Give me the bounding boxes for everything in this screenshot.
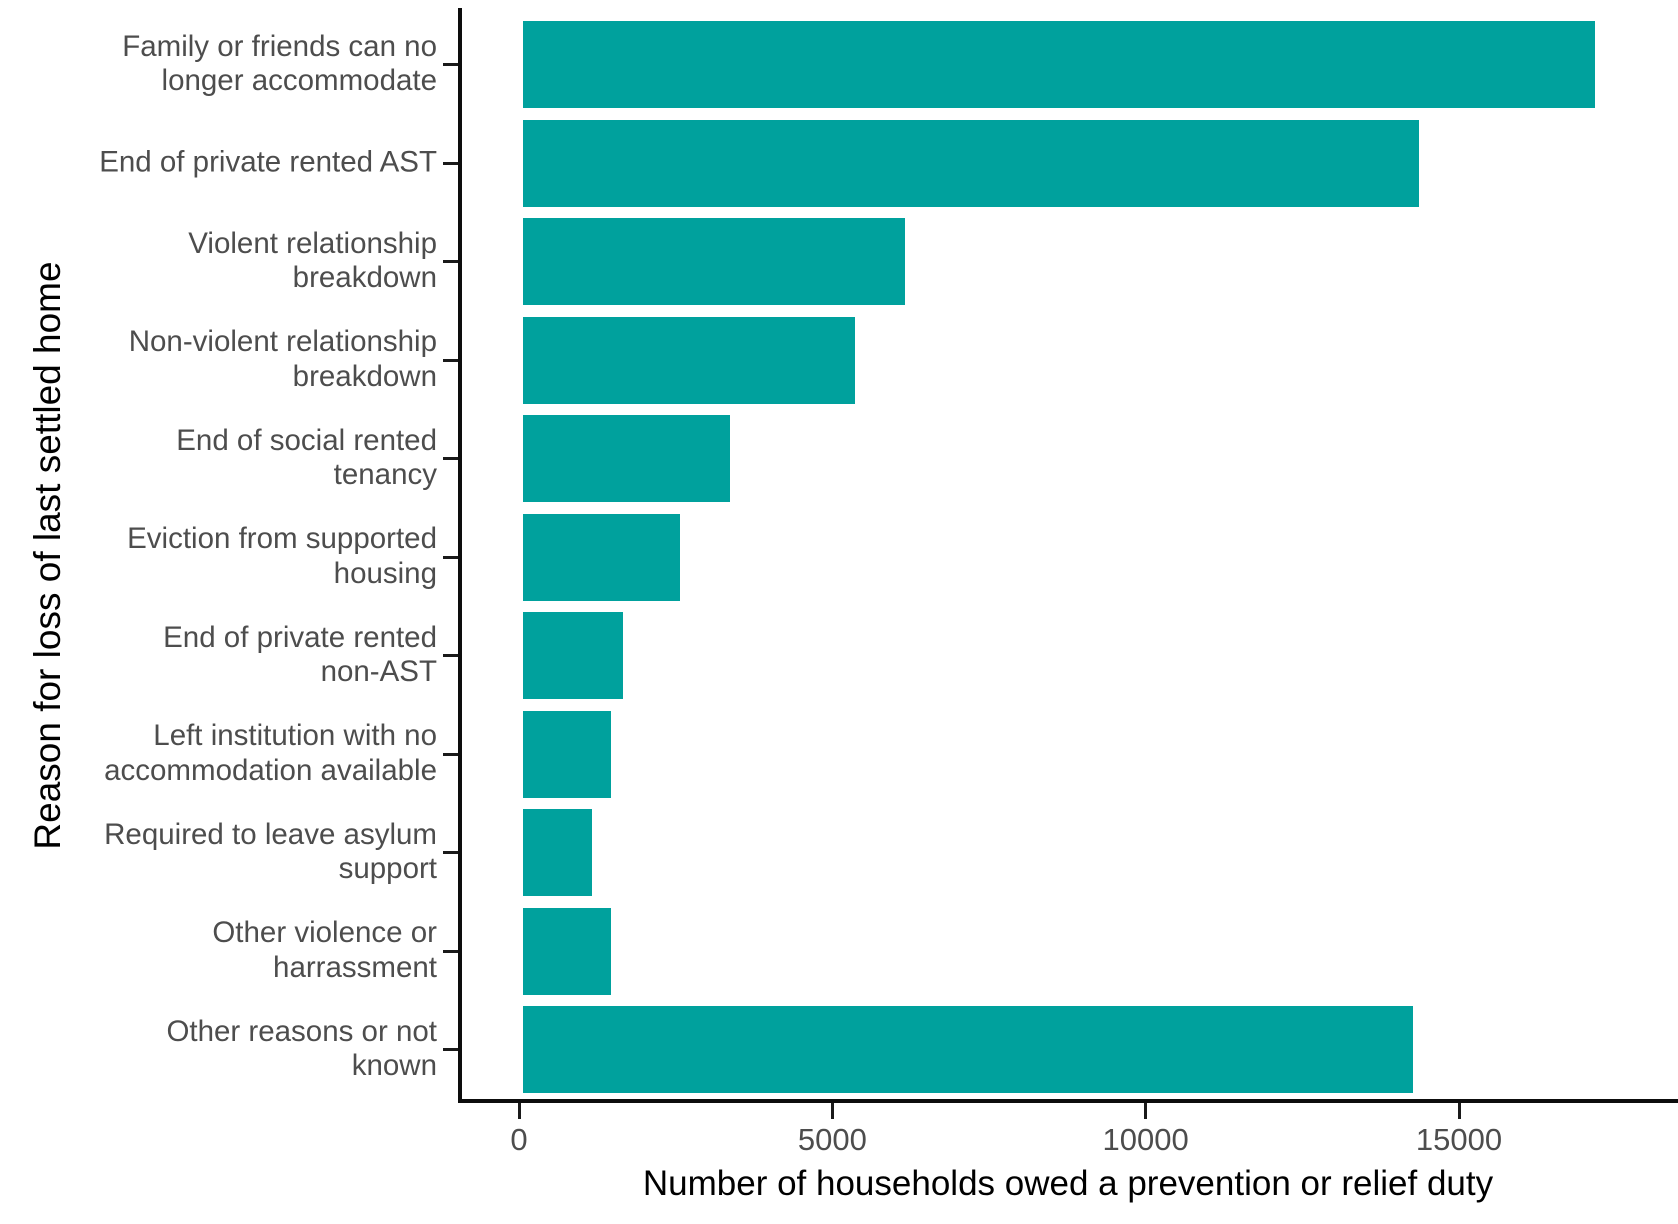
bar-3 [523,316,856,404]
bar-8 [523,809,592,896]
y-axis-tick [443,63,458,66]
y-axis-tick [443,161,458,165]
category-label-3: Non-violent relationship breakdown [128,325,437,393]
y-axis-tick [443,1048,458,1051]
bar-6 [523,612,624,699]
bar-4 [523,415,730,502]
y-axis-tick [443,555,458,559]
plot-panel [458,8,1678,1103]
category-label-2: Violent relationship breakdown [188,226,437,295]
bar-9 [523,907,611,995]
y-axis-tick [443,654,458,657]
y-axis-tick [443,260,458,263]
x-axis-tick [830,1103,834,1119]
bar-2 [523,218,906,305]
x-axis-tick [1144,1103,1148,1119]
category-label-1: End of private rented AST [99,145,437,179]
x-tick-label-0: 0 [510,1122,528,1157]
y-axis-tick [443,358,458,362]
bar-0 [523,21,1595,108]
bar-1 [523,119,1420,207]
category-label-8: Required to leave asylum support [104,817,437,886]
x-axis-title: Number of households owed a prevention o… [642,1164,1494,1203]
category-label-5: Eviction from supported housing [127,522,437,590]
x-axis-tick [517,1103,521,1119]
bar-7 [523,710,611,798]
category-label-10: Other reasons or not known [166,1014,437,1083]
x-tick-label-2: 10000 [1102,1122,1189,1157]
category-label-9: Other violence or harrassment [212,916,437,984]
y-axis-tick [443,949,458,953]
category-label-0: Family or friends can no longer accommoda… [122,29,437,98]
bar-10 [523,1006,1413,1093]
y-axis-tick [443,752,458,756]
category-label-6: End of private rented non-AST [163,620,437,689]
x-tick-label-1: 5000 [797,1122,867,1157]
y-axis-tick [443,457,458,460]
category-label-4: End of social rented tenancy [176,423,437,492]
y-axis-tick [443,851,458,854]
x-axis-tick [1457,1103,1461,1119]
x-tick-label-3: 15000 [1415,1122,1503,1157]
bar-5 [523,513,680,601]
category-label-7: Left institution with no accommodation av… [104,719,437,787]
